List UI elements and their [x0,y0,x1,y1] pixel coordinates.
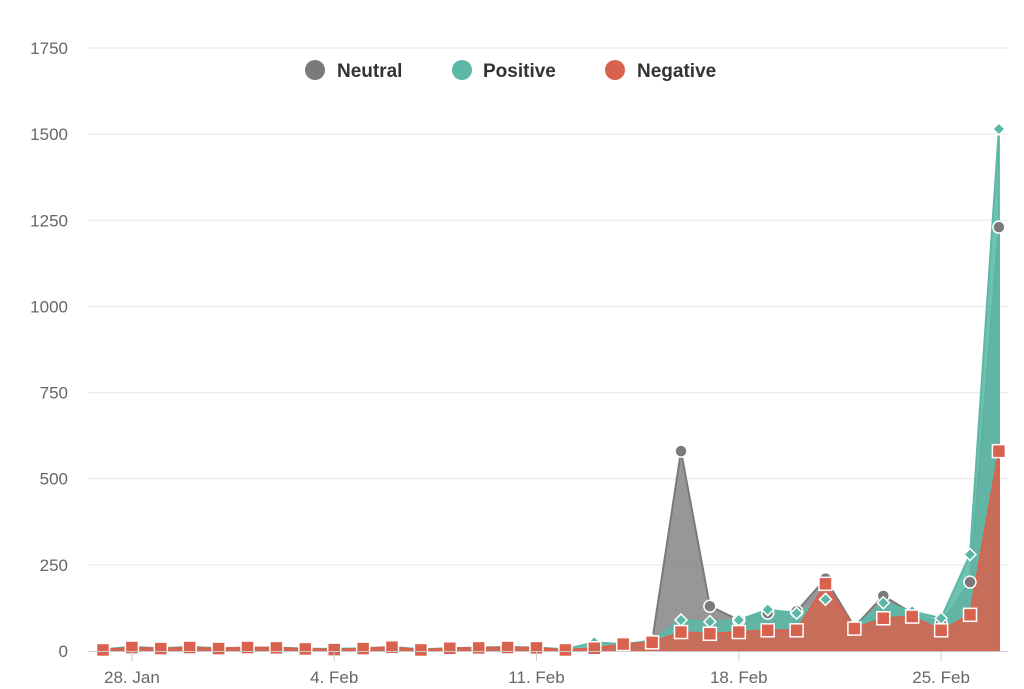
marker-layer [95,121,1007,658]
data-point-negative[interactable] [904,609,920,624]
legend-item-neutral[interactable]: Neutral [305,60,402,82]
series-area-neutral[interactable] [102,227,1000,652]
data-point-positive[interactable] [991,121,1006,137]
y-tick-label: 1750 [30,39,68,58]
y-tick-label: 1500 [30,125,68,144]
data-point-negative[interactable] [471,640,486,656]
legend-symbol [305,60,325,80]
data-point-neutral[interactable] [992,220,1006,234]
x-tick-label: 4. Feb [310,668,358,687]
data-point-negative[interactable] [644,635,660,650]
data-point-negative[interactable] [240,640,255,655]
data-point-negative[interactable] [760,623,775,638]
x-tick-label: 11. Feb [508,668,564,687]
data-point-negative[interactable] [500,640,515,655]
legend-symbol [452,60,472,80]
data-point-negative[interactable] [673,624,689,640]
legend-item-negative[interactable]: Negative [605,60,716,82]
data-point-negative[interactable] [384,639,400,655]
data-point-negative[interactable] [962,607,978,623]
data-point-neutral[interactable] [963,575,977,589]
legend-label: Neutral [337,61,402,82]
data-point-negative[interactable] [847,621,862,636]
data-point-negative[interactable] [413,642,429,658]
data-point-negative[interactable] [153,641,169,656]
data-point-negative[interactable] [269,640,284,656]
data-point-positive[interactable] [876,595,891,610]
x-tick-label: 18. Feb [710,668,768,687]
y-tick-label: 1000 [30,297,68,316]
legend-item-positive[interactable]: Positive [452,60,556,82]
data-point-negative[interactable] [876,611,891,626]
y-tick-label: 750 [40,384,68,403]
data-point-negative[interactable] [442,640,458,656]
data-point-positive[interactable] [789,606,804,621]
legend-label: Positive [483,61,556,82]
data-point-negative[interactable] [991,443,1007,459]
y-tick-label: 250 [40,556,68,575]
data-point-negative[interactable] [558,642,573,658]
x-tick-label: 28. Jan [104,668,160,687]
legend[interactable]: Neutral Positive Negative [305,60,716,82]
y-tick-label: 1250 [30,211,68,230]
data-point-negative[interactable] [702,626,718,642]
legend-symbol [605,60,625,80]
area-layer [102,128,1000,652]
y-tick-label: 0 [59,642,68,661]
data-point-negative[interactable] [211,641,226,656]
data-point-negative[interactable] [789,623,804,638]
data-point-negative[interactable] [731,624,747,640]
data-point-negative[interactable] [298,641,313,657]
axis-layer: 0 250 500 750 1000 1250 1500 1750 28. Jan 4. Feb 1… [30,39,1008,687]
data-point-negative[interactable] [587,640,602,656]
data-point-negative[interactable] [182,640,197,655]
legend-label: Negative [637,61,716,82]
y-tick-label: 500 [40,470,68,489]
x-tick-label: 25. Feb [912,668,970,687]
data-point-negative[interactable] [933,623,949,638]
data-point-neutral[interactable] [703,599,717,613]
data-point-positive[interactable] [760,602,775,617]
series-area-positive[interactable] [102,128,1000,652]
grid-layer [88,47,1008,566]
data-point-positive[interactable] [962,547,978,562]
data-point-positive[interactable] [818,592,833,607]
data-point-negative[interactable] [355,641,371,656]
data-point-negative[interactable] [615,636,631,652]
data-point-negative[interactable] [95,642,111,658]
data-point-neutral[interactable] [674,444,688,458]
data-point-negative[interactable] [818,576,833,592]
